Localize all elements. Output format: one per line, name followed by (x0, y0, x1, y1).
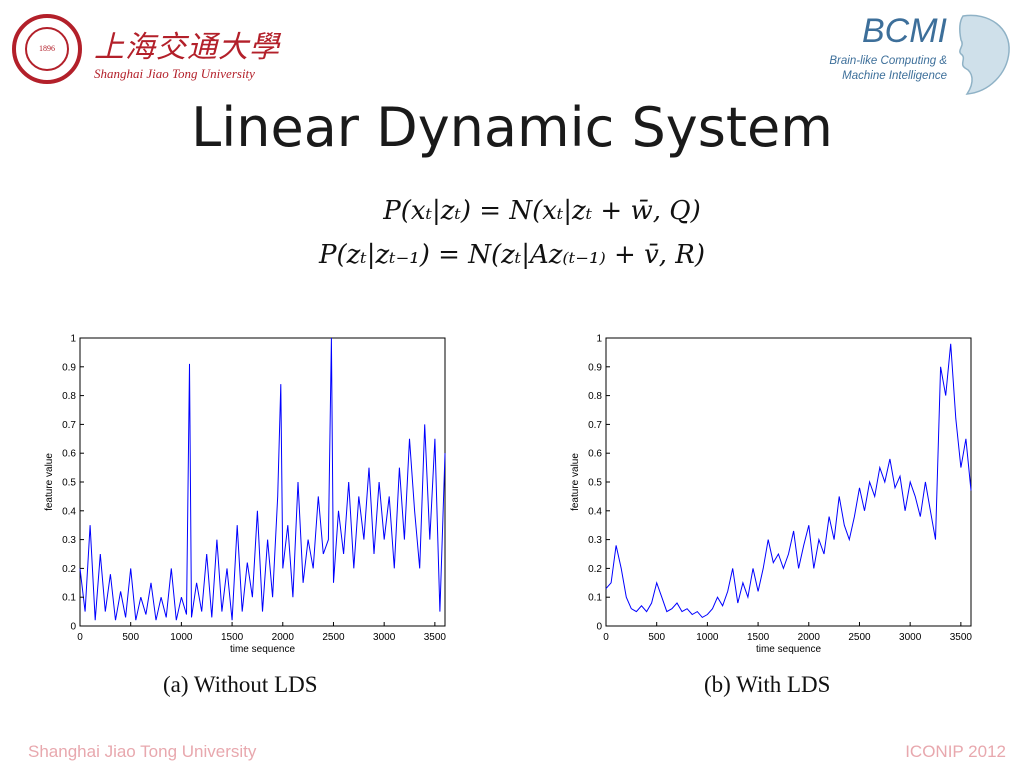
university-name-en: Shanghai Jiao Tong University (94, 66, 255, 81)
head-profile-icon (958, 14, 1010, 95)
y-tick-label: 0.9 (588, 362, 602, 373)
y-tick-label: 0.4 (62, 506, 76, 517)
x-axis-label: time sequence (230, 644, 295, 655)
plot-frame (605, 337, 972, 627)
y-tick-label: 0 (70, 622, 76, 633)
y-tick-label: 0.1 (62, 593, 76, 604)
y-tick-label: 1 (70, 334, 76, 345)
y-tick-label: 0.5 (62, 478, 76, 489)
chart-a-svg: 0 500 1000 1500 2000 2500 3000 3500 0 0.1 0.2 0.3 0.… (44, 334, 447, 656)
x-tick-label: 2000 (272, 632, 295, 643)
x-tick-label: 1000 (170, 632, 193, 643)
x-axis-label: time sequence (756, 644, 821, 655)
y-tick-label: 0.2 (62, 564, 76, 575)
x-tick-label: 500 (122, 632, 139, 643)
equation-transition: P(zₜ|zₜ₋₁) = N(zₜ|Az₍ₜ₋₁₎ + v̄, R) (318, 240, 706, 270)
y-axis-label: feature value (44, 453, 55, 511)
slide-title: Linear Dynamic System (191, 96, 833, 159)
chart-b-svg: 0 500 1000 1500 2000 2500 3000 3500 0 0.1 0.2 0.3 0.… (570, 334, 973, 656)
x-tick-label: 1500 (221, 632, 244, 643)
lab-logo: BCMI Brain-like Computing & Machine Inte… (812, 12, 1017, 96)
lab-subtitle: Brain-like Computing & Machine Intellige… (829, 54, 947, 84)
x-tick-label: 0 (77, 632, 83, 643)
series-line-0 (79, 337, 446, 621)
x-tick-label: 3000 (899, 632, 922, 643)
lab-name: BCMI (862, 12, 947, 50)
footer-conference: ICONIP 2012 (905, 742, 1006, 761)
x-tick-label: 0 (603, 632, 609, 643)
x-tick-label: 2500 (322, 632, 345, 643)
x-tick-label: 500 (648, 632, 665, 643)
y-tick-label: 0.2 (588, 564, 602, 575)
y-tick-label: 0.4 (588, 506, 602, 517)
x-tick-label: 3500 (950, 632, 973, 643)
y-tick-label: 0.3 (588, 535, 602, 546)
seal-year: 1896 (39, 44, 55, 53)
lab-subtitle-line1: Brain-like Computing & (829, 55, 947, 67)
x-tick-label: 3500 (424, 632, 447, 643)
lab-subtitle-line2: Machine Intelligence (842, 70, 947, 82)
university-seal-icon: 1896 (12, 14, 82, 84)
equation-observation: P(xₜ|zₜ) = N(xₜ|zₜ + w̄, Q) (383, 196, 701, 226)
y-tick-label: 0.1 (588, 593, 602, 604)
y-tick-label: 0.5 (588, 478, 602, 489)
x-tick-label: 1000 (696, 632, 719, 643)
university-logo: 1896 上海交通大學 Shanghai Jiao Tong Universit… (12, 14, 302, 86)
caption-without-lds: (a) Without LDS (163, 672, 318, 697)
chart-with-lds: 0 500 1000 1500 2000 2500 3000 3500 0 0.1 0.2 0.3 0.… (566, 330, 976, 665)
y-axis-label: feature value (570, 453, 581, 511)
x-tick-label: 1500 (747, 632, 770, 643)
caption-with-lds: (b) With LDS (704, 672, 831, 697)
y-tick-label: 0 (596, 622, 602, 633)
y-tick-label: 0.7 (62, 420, 76, 431)
seal-inner-ring (25, 27, 69, 71)
y-tick-label: 1 (596, 334, 602, 345)
y-tick-label: 0.6 (588, 449, 602, 460)
y-tick-label: 0.8 (62, 391, 76, 402)
plot-frame (79, 337, 446, 627)
x-tick-label: 2000 (798, 632, 821, 643)
x-tick-label: 3000 (373, 632, 396, 643)
university-name-cn: 上海交通大學 (94, 30, 280, 65)
y-tick-label: 0.9 (62, 362, 76, 373)
x-tick-label: 2500 (848, 632, 871, 643)
y-tick-label: 0.7 (588, 420, 602, 431)
y-tick-label: 0.6 (62, 449, 76, 460)
footer-university: Shanghai Jiao Tong University (28, 742, 257, 761)
chart-without-lds: 0 500 1000 1500 2000 2500 3000 3500 0 0.1 0.2 0.3 0.… (40, 330, 450, 665)
y-tick-label: 0.8 (588, 391, 602, 402)
y-tick-label: 0.3 (62, 535, 76, 546)
series-line-0 (605, 343, 972, 619)
